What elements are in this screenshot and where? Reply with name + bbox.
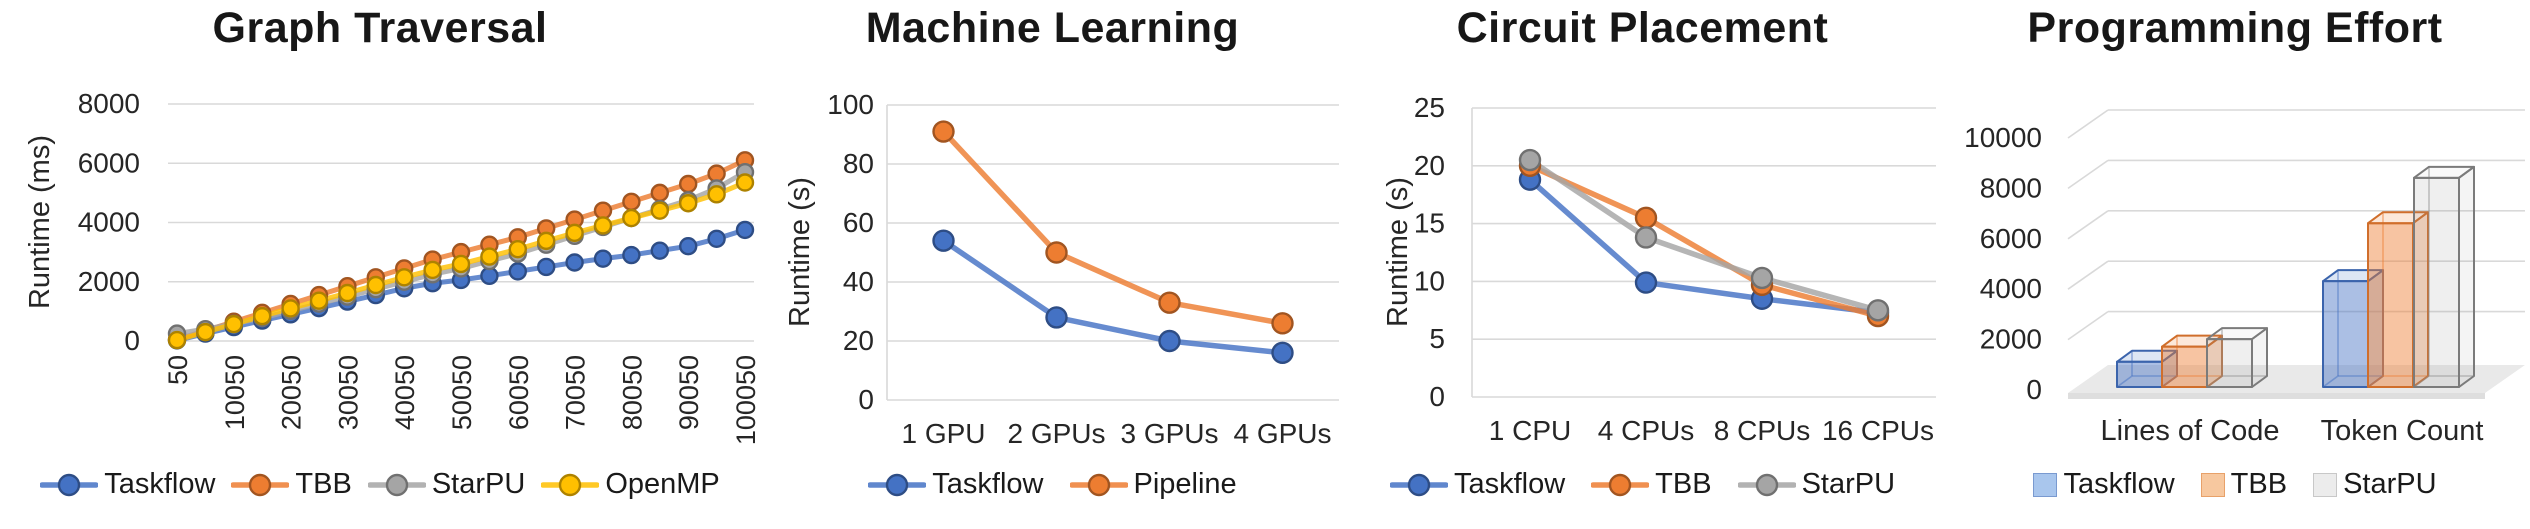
svg-text:70050: 70050 [561, 355, 591, 430]
svg-text:80: 80 [843, 148, 874, 179]
svg-text:4000: 4000 [78, 207, 140, 238]
svg-text:60050: 60050 [504, 355, 534, 430]
chart-machine-learning: Machine Learning Runtime (s) 0 20 40 60 80 10… [760, 0, 1345, 529]
svg-text:40050: 40050 [390, 355, 420, 430]
chart-title-programming-effort: Programming Effort [2027, 4, 2443, 52]
svg-text:4000: 4000 [1980, 273, 2042, 304]
legend-item-starpu: StarPU [1737, 468, 1896, 501]
svg-text:2000: 2000 [78, 266, 140, 297]
starpu-line-marker-icon [367, 473, 426, 496]
circuit-placement-plot-area: 0 5 10 15 20 25 1 CPU 4 CPUs 8 CPUs 16 CPUs [1414, 92, 1936, 446]
starpu-swatch-icon [2313, 472, 2338, 497]
legend-graph-traversal: Taskflow TBB StarPU OpenMP [0, 468, 760, 501]
legend-label: StarPU [1801, 468, 1896, 500]
legend-item-tbb: TBB [231, 468, 352, 501]
legend-item-starpu: StarPU [367, 468, 526, 501]
svg-text:10050: 10050 [220, 355, 250, 430]
chart-circuit-placement: Circuit Placement Runtime (s) 0 5 10 15 20 25… [1345, 0, 1940, 529]
svg-text:0: 0 [124, 325, 140, 356]
svg-text:4 CPUs: 4 CPUs [1598, 415, 1694, 446]
svg-text:1 GPU: 1 GPU [901, 418, 985, 449]
svg-text:8000: 8000 [78, 88, 140, 119]
chart-title-graph-traversal: Graph Traversal [212, 4, 548, 52]
machine-learning-plot-area: 0 20 40 60 80 100 1 GPU 2 GPUs 3 GPUs 4 GPUs [827, 89, 1339, 449]
svg-text:10: 10 [1414, 265, 1445, 296]
svg-text:90050: 90050 [674, 355, 704, 430]
legend-label: StarPU [2343, 468, 2437, 500]
legend-label: Taskflow [104, 468, 216, 500]
starpu-line-marker-icon [1737, 473, 1796, 496]
legend-circuit-placement: Taskflow TBB StarPU [1345, 468, 1940, 501]
svg-text:8 CPUs: 8 CPUs [1714, 415, 1810, 446]
svg-text:16 CPUs: 16 CPUs [1822, 415, 1934, 446]
svg-text:3 GPUs: 3 GPUs [1120, 418, 1218, 449]
tbb-swatch-icon [2200, 472, 2225, 497]
legend-item-taskflow: Taskflow [868, 468, 1044, 501]
svg-text:Token Count: Token Count [2321, 415, 2484, 447]
legend-label: TBB [1655, 468, 1712, 500]
chart-programming-effort: Programming Effort 0 2000 4000 6000 8000 1000… [1940, 0, 2530, 529]
svg-text:20: 20 [1414, 150, 1445, 181]
taskflow-swatch-icon [2033, 472, 2058, 497]
tbb-line-marker-icon [1591, 473, 1650, 496]
svg-text:10000: 10000 [1964, 122, 2042, 153]
svg-text:15: 15 [1414, 208, 1445, 239]
legend-label: Taskflow [1453, 468, 1566, 500]
legend-item-pipeline: Pipeline [1069, 468, 1237, 501]
legend-label: TBB [2230, 468, 2288, 500]
legend-programming-effort: Taskflow TBB StarPU [1940, 468, 2530, 501]
taskflow-line-marker-icon [40, 473, 99, 496]
svg-text:60: 60 [843, 207, 874, 238]
openmp-line-marker-icon [541, 473, 600, 496]
legend-label: Taskflow [2063, 468, 2175, 500]
svg-text:0: 0 [858, 384, 874, 415]
svg-text:0: 0 [1429, 381, 1445, 412]
legend-machine-learning: Taskflow Pipeline [760, 468, 1345, 501]
legend-label: TBB [295, 468, 352, 500]
svg-text:5: 5 [1429, 323, 1445, 354]
chart-title-machine-learning: Machine Learning [865, 4, 1240, 52]
svg-text:80050: 80050 [617, 355, 647, 430]
legend-item-taskflow: Taskflow [40, 468, 215, 501]
svg-text:4 GPUs: 4 GPUs [1233, 418, 1331, 449]
legend-item-tbb: TBB [1591, 468, 1712, 501]
svg-text:20: 20 [843, 325, 874, 356]
svg-text:50: 50 [163, 355, 193, 385]
svg-text:50050: 50050 [447, 355, 477, 430]
tbb-line-marker-icon [231, 473, 290, 496]
legend-item-tbb: TBB [2200, 468, 2288, 501]
graph-traversal-plot-area: 0 2000 4000 6000 8000 50 10050 20050 30050 40050 5… [78, 88, 760, 445]
svg-text:1 CPU: 1 CPU [1489, 415, 1571, 446]
legend-label: Taskflow [932, 468, 1044, 500]
taskflow-line-marker-icon [1389, 473, 1448, 496]
svg-text:20050: 20050 [277, 355, 307, 430]
svg-text:0: 0 [2026, 374, 2042, 405]
svg-text:2000: 2000 [1980, 324, 2042, 355]
legend-item-taskflow: Taskflow [2033, 468, 2175, 501]
chart-title-circuit-placement: Circuit Placement [1456, 4, 1829, 52]
legend-label: StarPU [431, 468, 526, 500]
svg-text:Lines of Code: Lines of Code [2101, 415, 2280, 447]
taskflow-line-marker-icon [868, 473, 927, 496]
programming-effort-plot-area: 0 2000 4000 6000 8000 10000 Lines of Code Token… [1964, 109, 2525, 447]
pipeline-line-marker-icon [1069, 473, 1128, 496]
legend-label: OpenMP [605, 468, 720, 500]
svg-text:2 GPUs: 2 GPUs [1007, 418, 1105, 449]
svg-text:30050: 30050 [333, 355, 363, 430]
svg-text:25: 25 [1414, 92, 1445, 123]
svg-text:8000: 8000 [1980, 172, 2042, 203]
legend-item-taskflow: Taskflow [1389, 468, 1566, 501]
chart-graph-traversal: Graph Traversal Runtime (ms) 0 2000 4000 60… [0, 0, 760, 529]
legend-label: Pipeline [1133, 468, 1237, 500]
legend-item-starpu: StarPU [2313, 468, 2437, 501]
svg-text:100: 100 [827, 89, 874, 120]
svg-text:6000: 6000 [1980, 223, 2042, 254]
svg-text:40: 40 [843, 266, 874, 297]
svg-text:100050: 100050 [731, 355, 760, 445]
svg-text:6000: 6000 [78, 147, 140, 178]
legend-item-openmp: OpenMP [541, 468, 720, 501]
